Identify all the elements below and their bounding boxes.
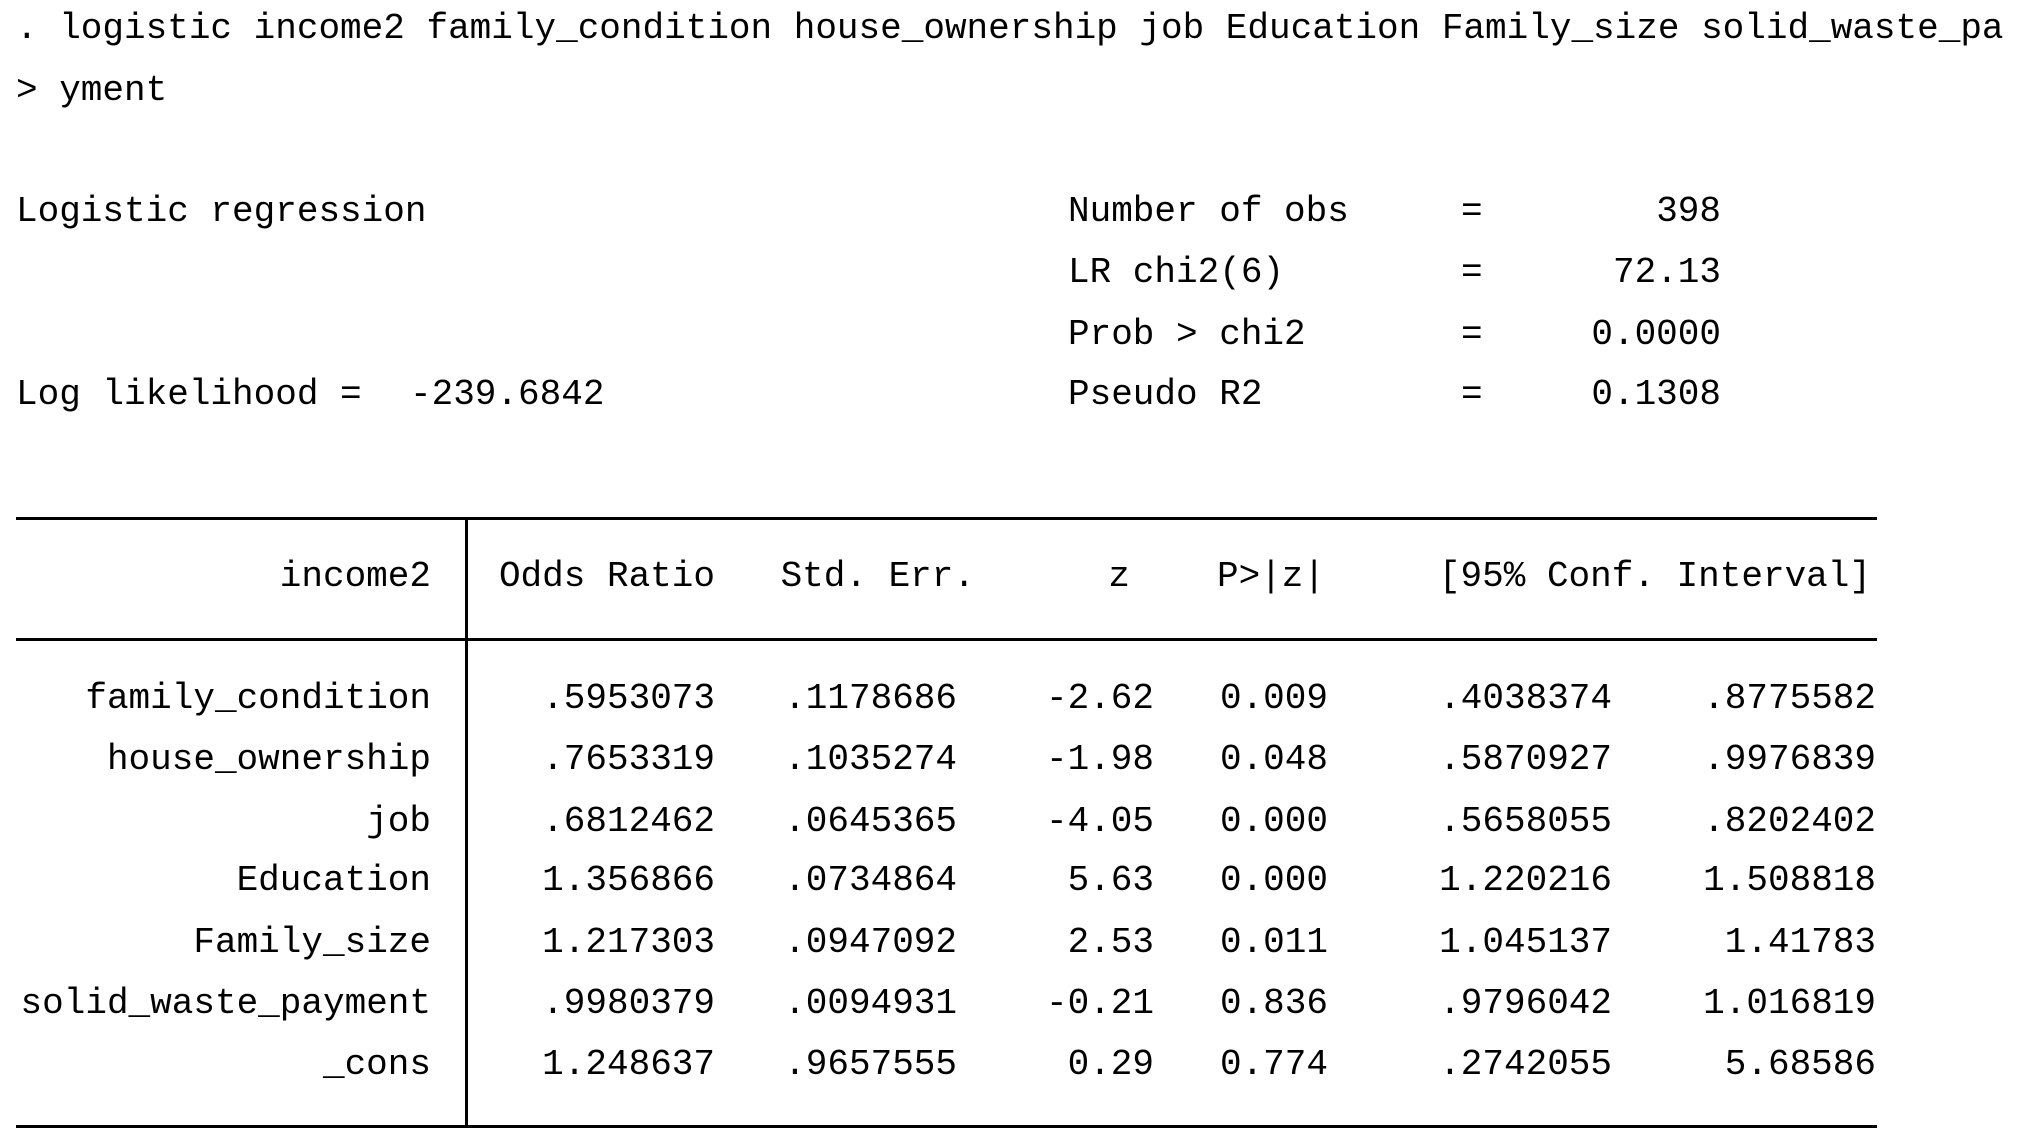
- cell: .5658055: [1439, 801, 1612, 842]
- column-header: z: [1108, 556, 1130, 597]
- stat-equals: =: [1461, 374, 1483, 415]
- stat-label: Number of obs: [1068, 191, 1349, 232]
- cell: -2.62: [1045, 678, 1154, 719]
- stat-value: 72.13: [1612, 252, 1721, 293]
- cell: .8775582: [1703, 678, 1876, 719]
- cell: 1.217303: [542, 922, 715, 963]
- table-bottom-rule: [16, 1125, 1877, 1128]
- cell: 1.045137: [1439, 922, 1612, 963]
- command-line: . logistic income2 family_condition hous…: [16, 8, 2004, 49]
- cell: .5953073: [542, 678, 715, 719]
- cell: 1.016819: [1703, 983, 1876, 1024]
- cell: .9980379: [542, 983, 715, 1024]
- stat-label: Pseudo R2: [1068, 374, 1263, 415]
- log-likelihood-label: Log likelihood =: [16, 374, 362, 415]
- model-title: Logistic regression: [16, 191, 427, 232]
- cell: .9657555: [784, 1044, 957, 1085]
- cell: -1.98: [1045, 739, 1154, 780]
- column-header: [95% Conf. Interval]: [1438, 556, 1871, 597]
- cell: .0645365: [784, 801, 957, 842]
- row-label: _cons: [322, 1044, 431, 1085]
- cell: .7653319: [542, 739, 715, 780]
- cell: 0.048: [1219, 739, 1328, 780]
- stat-label: Prob > chi2: [1068, 314, 1306, 355]
- column-header: Std. Err.: [780, 556, 975, 597]
- cell: 0.836: [1219, 983, 1328, 1024]
- stat-value: 0.0000: [1591, 314, 1721, 355]
- cell: .5870927: [1439, 739, 1612, 780]
- stat-equals: =: [1461, 314, 1483, 355]
- cell: .9976839: [1703, 739, 1876, 780]
- cell: 0.000: [1219, 860, 1328, 901]
- cell: .2742055: [1439, 1044, 1612, 1085]
- cell: 0.774: [1219, 1044, 1328, 1085]
- cell: .1035274: [784, 739, 957, 780]
- row-label: solid_waste_payment: [20, 983, 431, 1024]
- cell: 1.508818: [1703, 860, 1876, 901]
- row-label: house_ownership: [106, 739, 431, 780]
- cell: .0734864: [784, 860, 957, 901]
- cell: 5.68586: [1724, 1044, 1876, 1085]
- command-line: > yment: [16, 70, 168, 111]
- cell: 0.009: [1219, 678, 1328, 719]
- cell: .4038374: [1439, 678, 1612, 719]
- column-header: income2: [279, 556, 431, 597]
- cell: .0947092: [784, 922, 957, 963]
- log-likelihood-value: -239.6842: [410, 374, 605, 415]
- column-header: P>|z|: [1216, 556, 1325, 597]
- stat-equals: =: [1461, 252, 1483, 293]
- row-label: Education: [236, 860, 431, 901]
- cell: 0.011: [1219, 922, 1328, 963]
- stat-label: LR chi2(6): [1068, 252, 1285, 293]
- cell: .8202402: [1703, 801, 1876, 842]
- row-label: family_condition: [85, 678, 431, 719]
- row-label: Family_size: [193, 922, 431, 963]
- stat-value: 0.1308: [1591, 374, 1721, 415]
- table-header-rule: [16, 638, 1877, 641]
- cell: 0.29: [1067, 1044, 1154, 1085]
- cell: 1.220216: [1439, 860, 1612, 901]
- cell: .0094931: [784, 983, 957, 1024]
- stat-equals: =: [1461, 191, 1483, 232]
- stat-value: 398: [1656, 191, 1721, 232]
- cell: .6812462: [542, 801, 715, 842]
- cell: -0.21: [1045, 983, 1154, 1024]
- cell: 2.53: [1067, 922, 1154, 963]
- cell: .9796042: [1439, 983, 1612, 1024]
- cell: 1.248637: [542, 1044, 715, 1085]
- cell: .1178686: [784, 678, 957, 719]
- cell: -4.05: [1045, 801, 1154, 842]
- row-label: job: [366, 801, 431, 842]
- table-top-rule: [16, 517, 1877, 520]
- column-header: Odds Ratio: [498, 556, 715, 597]
- table-column-rule: [465, 517, 468, 1128]
- cell: 0.000: [1219, 801, 1328, 842]
- cell: 1.41783: [1724, 922, 1876, 963]
- cell: 1.356866: [542, 860, 715, 901]
- cell: 5.63: [1067, 860, 1154, 901]
